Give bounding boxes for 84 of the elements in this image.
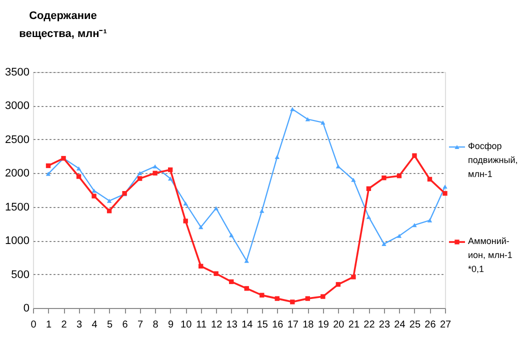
x-tick-label: 19 <box>318 320 330 330</box>
x-tick-label: 22 <box>364 320 376 330</box>
x-tick-label: 8 <box>152 320 159 330</box>
point <box>290 300 295 304</box>
point <box>244 258 249 263</box>
point <box>137 171 142 176</box>
point <box>244 286 249 291</box>
point <box>106 208 112 214</box>
point <box>229 279 234 284</box>
point <box>427 176 432 182</box>
point <box>351 274 356 280</box>
point <box>442 191 448 196</box>
point <box>396 173 402 178</box>
point <box>76 166 82 170</box>
x-tick-label: 6 <box>122 320 128 330</box>
point <box>106 198 112 203</box>
x-tick-label: 2 <box>61 320 68 330</box>
point <box>168 176 173 181</box>
x-tick-label: 10 <box>180 320 192 330</box>
x-tick-label: 9 <box>168 320 174 330</box>
x-tick-label: 27 <box>440 320 452 330</box>
x-tick-label: 4 <box>92 320 98 330</box>
point <box>382 242 386 246</box>
point <box>214 271 218 276</box>
point <box>351 178 356 182</box>
x-tick-label: 25 <box>409 320 421 330</box>
point <box>183 218 188 224</box>
x-tick-label: 11 <box>196 320 207 330</box>
point <box>382 176 386 180</box>
point <box>274 154 280 159</box>
point <box>198 225 204 230</box>
x-tick-label: 13 <box>226 320 238 330</box>
y-tick-label: 3000 <box>5 100 30 112</box>
point <box>76 174 82 179</box>
x-tick-label: 7 <box>138 320 144 330</box>
point <box>290 107 295 112</box>
x-tick-label: 16 <box>272 320 284 330</box>
legend-label: Фосфор подвижный, млн-1 <box>468 141 518 179</box>
x-tick-label: 20 <box>333 320 345 330</box>
point <box>274 296 280 301</box>
x-tick-label: 18 <box>302 320 314 330</box>
point <box>336 282 341 287</box>
y-tick-label: 1000 <box>5 235 30 248</box>
x-tick-label: 17 <box>287 320 299 330</box>
x-tick-label: 24 <box>394 320 406 330</box>
point <box>198 264 204 269</box>
x-tick-label: 23 <box>378 320 390 330</box>
x-tick-label: 14 <box>242 320 254 330</box>
x-tick-label: 12 <box>211 320 223 330</box>
point <box>366 214 372 219</box>
y-tick-label: 2500 <box>5 134 30 146</box>
point <box>442 184 448 189</box>
point <box>427 218 432 222</box>
point <box>183 201 188 206</box>
point <box>92 194 96 198</box>
point <box>46 163 51 168</box>
point <box>152 164 158 168</box>
point <box>152 170 158 176</box>
y-tick-label: 2000 <box>5 168 30 180</box>
point <box>366 186 372 191</box>
point <box>46 172 51 176</box>
point <box>260 208 264 213</box>
point <box>396 234 402 238</box>
legend-label: Аммоний-ион, млн-1 *0,1 <box>468 236 512 274</box>
point <box>412 223 417 228</box>
x-tick-label: 3 <box>76 320 82 330</box>
point <box>168 167 173 172</box>
point <box>260 292 264 298</box>
x-tick-label: 21 <box>348 320 360 330</box>
x-tick-label: 5 <box>107 320 114 330</box>
x-tick-label: 0 <box>30 320 37 330</box>
point <box>320 120 326 125</box>
point <box>412 153 417 158</box>
point <box>305 296 310 301</box>
x-tick-label: 1 <box>46 320 52 330</box>
y-tick-label: 1500 <box>5 201 30 214</box>
y-tick-label: 0 <box>23 302 30 314</box>
point <box>320 294 326 299</box>
x-tick-label: 15 <box>256 320 268 330</box>
y-axis-title: Содержание вещества, млн⁻¹ <box>19 10 108 40</box>
point <box>137 176 142 181</box>
y-tick-label: 500 <box>11 268 30 281</box>
y-tick-label: 3500 <box>5 66 30 78</box>
x-tick-label: 26 <box>424 320 436 330</box>
